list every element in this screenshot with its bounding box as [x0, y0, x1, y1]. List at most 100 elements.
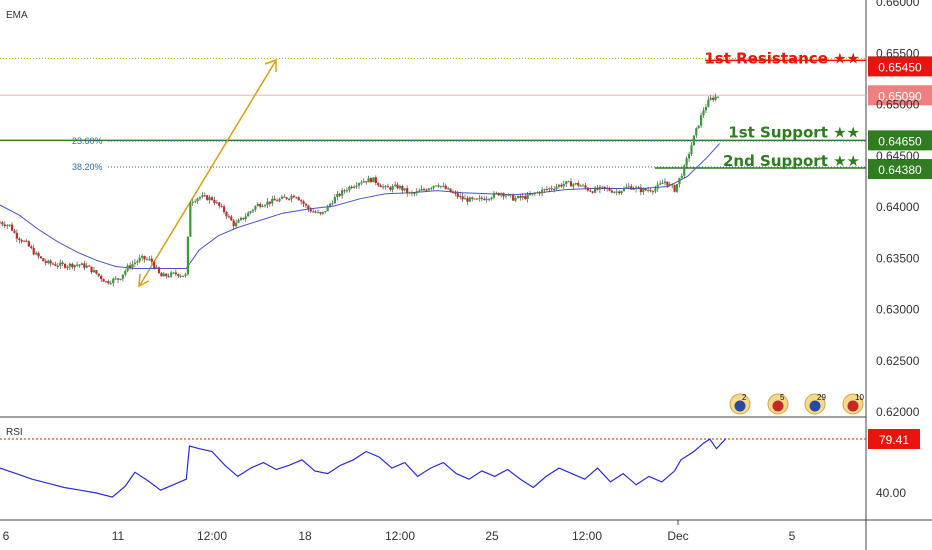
- price-tick-label: 0.65000: [876, 98, 920, 112]
- candle-body: [550, 188, 553, 190]
- candle-body: [634, 187, 638, 190]
- arrow-tail[interactable]: [138, 273, 150, 288]
- candle-body: [528, 194, 532, 196]
- rsi-pane: 40.00 79.41: [0, 429, 920, 500]
- candle-body: [519, 196, 522, 198]
- candle-body: [401, 186, 404, 191]
- trend-arrow-drawing[interactable]: [138, 58, 277, 288]
- candle-body: [114, 278, 117, 280]
- candle-body: [567, 181, 570, 183]
- candle-body: [671, 184, 674, 186]
- candle-body: [704, 107, 708, 111]
- rsi-tick-label: 40.00: [876, 486, 906, 500]
- price-candles: [0, 93, 720, 287]
- event-count[interactable]: 2: [742, 393, 747, 402]
- candle-body: [463, 198, 467, 200]
- candle-body: [716, 96, 720, 98]
- resistance-price-text: 0.65450: [878, 60, 922, 74]
- economic-events[interactable]: 2 5 29 10: [729, 393, 864, 415]
- event-country-flag-icon[interactable]: [809, 400, 821, 412]
- candle-body: [218, 202, 221, 206]
- candle-body: [263, 205, 267, 207]
- candle-body: [1, 222, 4, 225]
- candle-body: [425, 189, 428, 191]
- candle-body: [162, 273, 165, 277]
- candle-body: [427, 188, 430, 191]
- rsi-value-box: [868, 429, 920, 449]
- resistance-label: 1st Resistance ★★: [704, 49, 860, 67]
- candle-body: [642, 188, 645, 193]
- price-tick-label: 0.62000: [876, 405, 920, 419]
- ema-indicator-label[interactable]: EMA: [6, 10, 28, 21]
- candle-body: [297, 197, 300, 201]
- candle-body: [165, 273, 168, 277]
- candle-body: [177, 274, 180, 277]
- event-country-flag-icon[interactable]: [847, 400, 859, 412]
- candle-body: [124, 270, 127, 275]
- candle-body: [709, 97, 712, 100]
- candle-body: [369, 178, 373, 183]
- candle-body: [569, 181, 573, 187]
- rsi-indicator-label[interactable]: RSI: [6, 427, 23, 438]
- candle-body: [651, 191, 655, 193]
- candle-body: [591, 191, 594, 193]
- candle-body: [131, 263, 134, 268]
- candle-body: [316, 212, 320, 214]
- candle-body: [555, 186, 558, 190]
- event-country-flag-icon[interactable]: [772, 400, 784, 412]
- candle-body: [627, 186, 630, 188]
- candle-body: [593, 187, 597, 193]
- candle-body: [184, 274, 187, 276]
- arrow-shaft[interactable]: [139, 61, 276, 286]
- candle-body: [213, 199, 216, 204]
- candle-body: [331, 203, 334, 205]
- candle-body: [138, 257, 141, 262]
- fib-label: 23.60%: [72, 136, 103, 146]
- candle-body: [307, 205, 310, 210]
- candle-body: [288, 198, 291, 200]
- price-tick-label: 0.62500: [876, 354, 920, 368]
- candle-body: [685, 158, 688, 166]
- candle-body: [251, 209, 255, 212]
- arrow-head[interactable]: [264, 58, 277, 72]
- candle-body: [533, 193, 536, 195]
- support2-label: 2nd Support ★★: [723, 152, 860, 170]
- price-tick-label: 0.66000: [876, 0, 920, 9]
- candle-body: [509, 194, 512, 196]
- event-count[interactable]: 5: [780, 393, 785, 402]
- candle-body: [160, 273, 163, 277]
- candle-body: [466, 198, 469, 202]
- event-count[interactable]: 29: [817, 393, 826, 402]
- candle-body: [500, 193, 503, 196]
- candle-body: [51, 263, 55, 265]
- candle-body: [95, 270, 98, 274]
- candle-body: [579, 185, 582, 187]
- candle-body: [572, 184, 575, 187]
- time-tick-label: 25: [485, 529, 499, 543]
- candle-body: [3, 224, 6, 227]
- candle-body: [100, 275, 103, 280]
- candle-body: [71, 263, 74, 268]
- candle-body: [254, 206, 257, 210]
- candle-body: [239, 217, 243, 221]
- candle-body: [646, 190, 650, 192]
- candle-body: [143, 255, 146, 260]
- candle-body: [403, 188, 406, 191]
- candle-body: [449, 188, 452, 193]
- candle-body: [408, 192, 411, 194]
- candle-body: [610, 190, 614, 193]
- candle-body: [102, 279, 105, 282]
- event-country-flag-icon[interactable]: [734, 400, 746, 412]
- candle-body: [360, 182, 363, 184]
- candle-body: [30, 246, 33, 249]
- candle-body: [536, 192, 539, 194]
- candle-body: [326, 205, 329, 212]
- event-count[interactable]: 10: [855, 393, 864, 402]
- candle-body: [136, 261, 139, 263]
- candle-body: [302, 201, 305, 204]
- candle-body: [447, 188, 450, 190]
- candle-body: [59, 262, 62, 266]
- candle-body: [0, 222, 2, 224]
- candle-body: [625, 187, 628, 189]
